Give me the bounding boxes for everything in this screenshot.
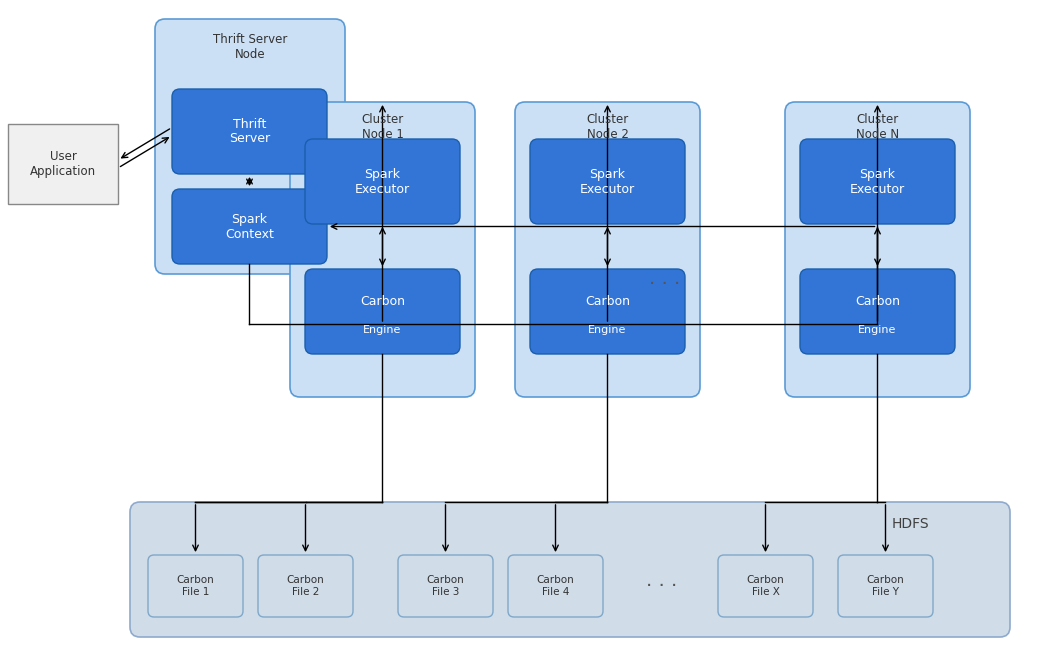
FancyBboxPatch shape [718,555,813,617]
Text: Spark
Context: Spark Context [225,212,274,241]
Text: User
Application: User Application [29,150,96,178]
FancyBboxPatch shape [305,269,460,354]
Text: Engine: Engine [589,324,627,335]
Text: Cluster
Node N: Cluster Node N [856,113,899,141]
Text: Engine: Engine [363,324,401,335]
FancyBboxPatch shape [258,555,353,617]
Text: Carbon
File X: Carbon File X [747,575,784,597]
FancyBboxPatch shape [800,269,955,354]
FancyBboxPatch shape [155,19,345,274]
FancyBboxPatch shape [530,139,686,224]
FancyBboxPatch shape [305,139,460,224]
Text: Engine: Engine [858,324,897,335]
FancyBboxPatch shape [172,189,327,264]
Text: Carbon: Carbon [360,295,405,308]
Text: Carbon
File 2: Carbon File 2 [286,575,324,597]
FancyBboxPatch shape [515,102,700,397]
FancyBboxPatch shape [800,139,955,224]
FancyBboxPatch shape [148,555,243,617]
Text: Carbon
File Y: Carbon File Y [867,575,905,597]
Text: Spark
Executor: Spark Executor [580,167,635,196]
Text: Carbon
File 4: Carbon File 4 [537,575,574,597]
Text: Spark
Executor: Spark Executor [355,167,410,196]
FancyBboxPatch shape [398,555,493,617]
FancyBboxPatch shape [784,102,970,397]
Text: Spark
Executor: Spark Executor [850,167,906,196]
FancyBboxPatch shape [530,269,686,354]
FancyBboxPatch shape [172,89,327,174]
Text: Carbon: Carbon [585,295,630,308]
FancyBboxPatch shape [838,555,933,617]
Text: Thrift
Server: Thrift Server [229,117,270,146]
FancyBboxPatch shape [8,124,118,204]
Text: Carbon: Carbon [855,295,900,308]
Text: Cluster
Node 2: Cluster Node 2 [587,113,629,141]
Text: · · ·: · · · [650,275,680,293]
Text: Carbon
File 3: Carbon File 3 [426,575,464,597]
Text: HDFS: HDFS [891,517,929,531]
FancyBboxPatch shape [508,555,603,617]
Text: Thrift Server
Node: Thrift Server Node [213,33,287,61]
Text: Carbon
File 1: Carbon File 1 [177,575,215,597]
FancyBboxPatch shape [130,502,1010,637]
Text: Cluster
Node 1: Cluster Node 1 [361,113,403,141]
Text: · · ·: · · · [647,577,678,596]
FancyBboxPatch shape [290,102,475,397]
